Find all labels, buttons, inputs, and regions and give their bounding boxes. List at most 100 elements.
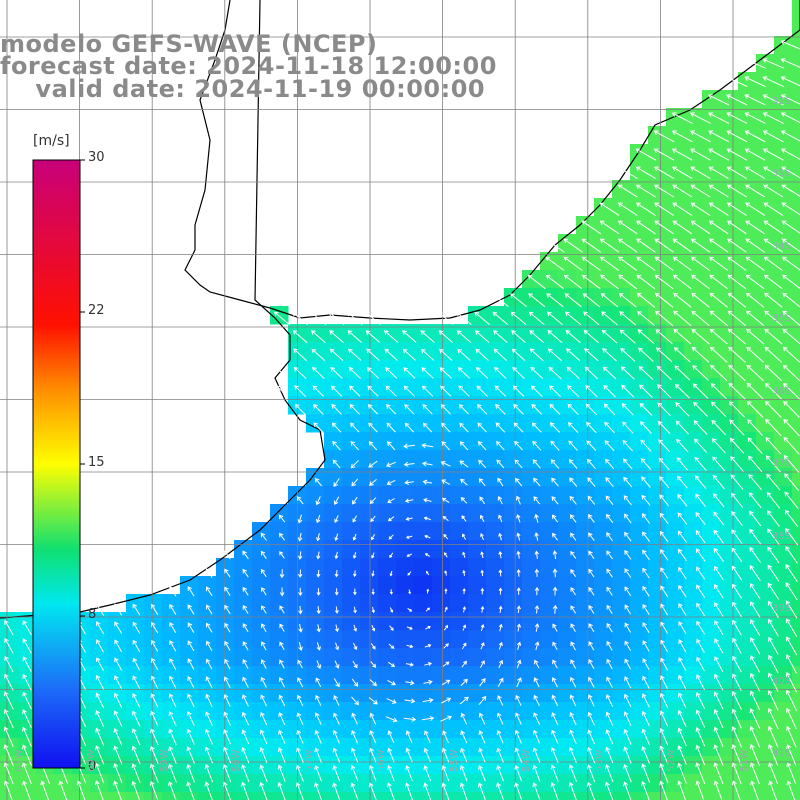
- wind-arrow: [654, 292, 674, 308]
- wind-arrow: [389, 570, 393, 577]
- wind-arrow: [659, 710, 669, 727]
- wind-arrow: [149, 763, 159, 783]
- wind-speed-cell: [630, 396, 649, 415]
- wind-speed-cell: [342, 738, 361, 757]
- wind-arrow: [569, 711, 577, 726]
- wind-arrow: [496, 730, 504, 744]
- wind-arrow: [206, 622, 213, 633]
- wind-arrow: [677, 709, 687, 728]
- wind-arrow: [678, 674, 687, 690]
- wind-arrow: [242, 623, 249, 633]
- wind-speed-cell: [486, 756, 505, 775]
- wind-speed-cell: [666, 108, 685, 127]
- wind-arrow: [745, 310, 765, 327]
- wind-speed-cell: [306, 720, 325, 739]
- wind-speed-cell: [360, 468, 379, 487]
- wind-arrow: [639, 402, 653, 416]
- wind-speed-cell: [648, 378, 667, 397]
- wind-arrow: [460, 497, 468, 504]
- wind-speed-cell: [162, 720, 181, 739]
- wind-arrow: [350, 764, 359, 782]
- wind-arrow: [351, 712, 358, 725]
- wind-speed-cell: [0, 702, 19, 721]
- wind-arrow: [443, 624, 449, 631]
- wind-arrow: [478, 695, 487, 706]
- wind-arrow: [241, 729, 250, 745]
- wind-speed-cell: [0, 792, 19, 800]
- wind-arrow: [534, 623, 540, 632]
- wind-arrow: [623, 728, 632, 745]
- wind-arrow: [654, 274, 674, 290]
- wind-arrow: [277, 764, 286, 782]
- wind-arrow: [599, 238, 620, 253]
- wind-speed-cell: [468, 522, 487, 541]
- wind-arrow: [727, 238, 747, 253]
- wind-arrow: [765, 418, 782, 437]
- wind-arrow: [334, 606, 339, 614]
- wind-arrow: [582, 293, 601, 308]
- wind-speed-cell: [702, 594, 721, 613]
- wind-speed-cell: [180, 648, 199, 667]
- wind-arrow: [731, 726, 742, 748]
- wind-speed-cell: [648, 360, 667, 379]
- wind-speed-cell: [648, 216, 667, 235]
- wind-arrow: [204, 763, 214, 783]
- wind-arrow: [709, 292, 728, 308]
- wind-speed-cell: [522, 432, 541, 451]
- wind-speed-cell: [522, 396, 541, 415]
- wind-speed-cell: [648, 774, 667, 793]
- wind-arrow: [353, 588, 357, 596]
- wind-arrow: [187, 640, 195, 652]
- wind-speed-cell: [684, 558, 703, 577]
- wind-speed-cell: [756, 792, 775, 800]
- wind-arrow: [279, 641, 285, 651]
- wind-arrow: [660, 675, 669, 690]
- wind-arrow: [389, 552, 394, 559]
- wind-arrow: [424, 661, 432, 667]
- wind-arrow: [617, 184, 638, 198]
- wind-speed-cell: [774, 36, 793, 55]
- wind-arrow: [315, 496, 321, 506]
- wind-speed-cell: [702, 558, 721, 577]
- wind-arrow: [785, 618, 798, 637]
- lon-label: 60W: [86, 749, 97, 772]
- wind-arrow: [678, 585, 687, 598]
- wind-arrow: [169, 604, 177, 615]
- wind-arrow: [420, 348, 435, 361]
- wind-speed-cell: [738, 90, 757, 109]
- wind-arrow: [606, 604, 613, 615]
- wind-speed-cell: [504, 504, 523, 523]
- wind-arrow: [623, 746, 632, 764]
- wind-speed-cell: [324, 558, 343, 577]
- wind-speed-cell: [558, 270, 577, 289]
- wind-speed-cell: [756, 252, 775, 271]
- wind-speed-cell: [432, 792, 451, 800]
- wind-speed-cell: [666, 162, 685, 181]
- wind-arrow: [713, 726, 724, 747]
- wind-arrow: [623, 711, 632, 726]
- wind-speed-cell: [162, 792, 181, 800]
- wind-speed-cell: [504, 306, 523, 325]
- wind-speed-cell: [666, 738, 685, 757]
- wind-speed-cell: [450, 738, 469, 757]
- wind-speed-cell: [252, 522, 271, 541]
- wind-speed-cell: [432, 774, 451, 793]
- wind-speed-cell: [324, 630, 343, 649]
- wind-speed-cell: [468, 648, 487, 667]
- wind-arrow: [636, 238, 656, 253]
- wind-arrow: [351, 730, 359, 744]
- wind-arrow: [691, 292, 710, 308]
- wind-arrow: [441, 479, 450, 485]
- wind-speed-cell: [522, 378, 541, 397]
- wind-arrow: [533, 477, 541, 487]
- wind-arrow: [711, 438, 726, 454]
- wind-speed-cell: [162, 612, 181, 631]
- wind-speed-cell: [738, 288, 757, 307]
- wind-arrow: [605, 477, 614, 488]
- wind-speed-cell: [792, 792, 800, 800]
- wind-arrows: [3, 40, 800, 800]
- wind-arrow: [731, 708, 742, 729]
- colorbar-tick-0: 0: [88, 759, 97, 774]
- wind-speed-cell: [414, 522, 433, 541]
- wind-arrow: [622, 458, 633, 470]
